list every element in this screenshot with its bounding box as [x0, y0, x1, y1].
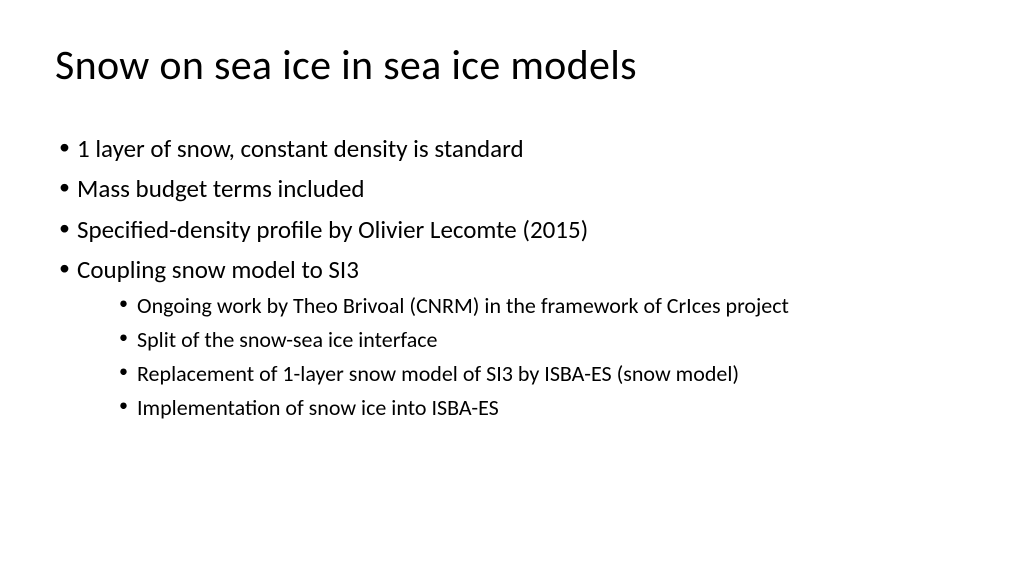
sub-bullet-list: Ongoing work by Theo Brivoal (CNRM) in t…	[77, 290, 969, 424]
slide-title: Snow on sea ice in sea ice models	[55, 40, 969, 91]
sub-bullet-item: Ongoing work by Theo Brivoal (CNRM) in t…	[77, 290, 969, 322]
bullet-list: 1 layer of snow, constant density is sta…	[55, 131, 969, 424]
bullet-item: Mass budget terms included	[55, 171, 969, 207]
sub-bullet-item: Split of the snow-sea ice interface	[77, 324, 969, 356]
bullet-item: Coupling snow model to SI3 Ongoing work …	[55, 252, 969, 424]
bullet-item: Specified-density profile by Olivier Lec…	[55, 212, 969, 248]
sub-bullet-item: Implementation of snow ice into ISBA-ES	[77, 392, 969, 424]
sub-bullet-item: Replacement of 1-layer snow model of SI3…	[77, 358, 969, 390]
bullet-text: Coupling snow model to SI3	[77, 254, 359, 285]
bullet-item: 1 layer of snow, constant density is sta…	[55, 131, 969, 167]
